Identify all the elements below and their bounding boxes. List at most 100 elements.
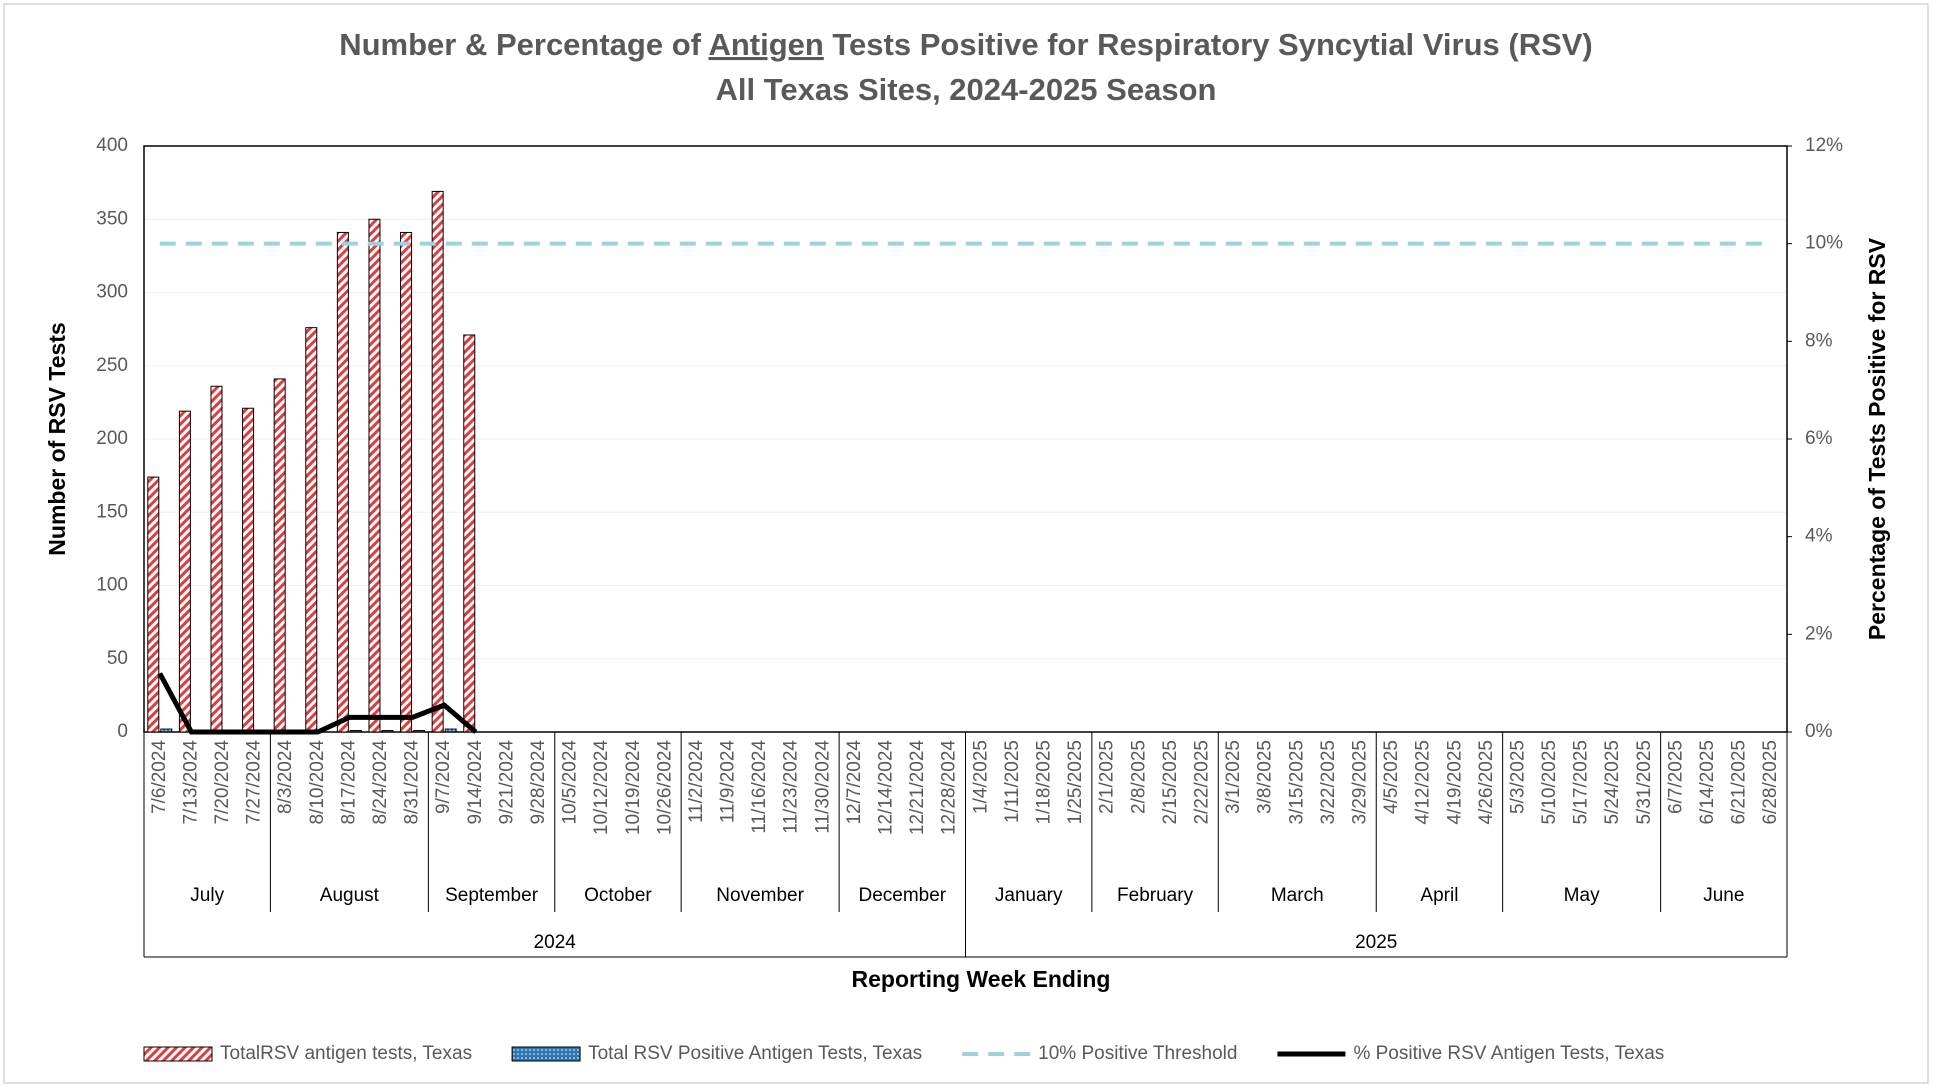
- x-tick-label: 7/13/2024: [180, 740, 201, 825]
- x-tick-label: 3/29/2025: [1349, 740, 1370, 825]
- y-tick-label: 300: [96, 282, 128, 303]
- x-tick-label: 9/21/2024: [496, 740, 517, 825]
- bar: [305, 327, 318, 733]
- title-part: Number & Percentage of: [339, 27, 708, 62]
- y-tick-label: 350: [96, 208, 128, 229]
- bar: [160, 728, 173, 733]
- x-tick-label: 11/23/2024: [781, 740, 802, 834]
- bar: [368, 218, 381, 733]
- chart-subtitle: All Texas Sites, 2024-2025 Season: [716, 72, 1217, 107]
- x-tick-label: 1/4/2025: [970, 740, 991, 814]
- bar: [381, 730, 394, 733]
- x-tick-label: 10/26/2024: [654, 740, 675, 836]
- x-tick-label: 10/12/2024: [591, 740, 612, 836]
- x-tick-label: 7/6/2024: [149, 740, 170, 814]
- bar: [463, 334, 476, 733]
- month-label: May: [1564, 885, 1600, 906]
- x-tick-label: 2/8/2025: [1128, 740, 1149, 814]
- x-tick-label: 3/8/2025: [1255, 740, 1276, 814]
- x-tick-label: 9/28/2024: [528, 740, 549, 825]
- legend-label: Total RSV Positive Antigen Tests, Texas: [588, 1043, 922, 1064]
- bar: [273, 378, 286, 733]
- x-tick-label: 10/5/2024: [560, 740, 581, 825]
- x-tick-label: 7/27/2024: [244, 740, 265, 825]
- x-tick-label: 5/3/2025: [1507, 740, 1528, 814]
- y-tick-label: 150: [96, 501, 128, 522]
- legend-label: TotalRSV antigen tests, Texas: [220, 1043, 472, 1064]
- bar: [336, 231, 349, 733]
- x-tick-label: 9/7/2024: [433, 740, 454, 814]
- y2-tick-label: 12%: [1805, 135, 1843, 156]
- x-tick-label: 8/17/2024: [338, 740, 359, 825]
- legend-swatch: [511, 1046, 581, 1062]
- y-tick-label: 50: [107, 648, 128, 669]
- x-tick-label: 4/12/2025: [1413, 740, 1434, 825]
- month-label: September: [445, 885, 539, 906]
- x-tick-label: 5/17/2025: [1571, 740, 1592, 825]
- x-tick-label: 6/7/2025: [1665, 740, 1686, 814]
- x-tick-label: 5/24/2025: [1602, 740, 1623, 825]
- bar: [242, 407, 255, 733]
- chart-title: Number & Percentage of Antigen Tests Pos…: [339, 27, 1593, 62]
- x-tick-label: 5/31/2025: [1634, 740, 1655, 825]
- x-tick-label: 6/21/2025: [1729, 740, 1750, 825]
- bar: [400, 231, 413, 733]
- bar: [210, 385, 223, 733]
- x-axis-title: Reporting Week Ending: [852, 966, 1111, 992]
- month-label: February: [1117, 885, 1194, 906]
- x-tick-label: 12/7/2024: [844, 740, 865, 825]
- x-tick-label: 6/28/2025: [1760, 740, 1781, 825]
- y-tick-label: 400: [96, 135, 128, 156]
- x-tick-label: 11/16/2024: [749, 740, 770, 834]
- y2-axis-title: Percentage of Tests Positive for RSV: [1864, 237, 1890, 640]
- month-label: July: [190, 885, 224, 906]
- bar: [431, 190, 444, 733]
- x-tick-label: 7/20/2024: [212, 740, 233, 825]
- month-label: August: [320, 885, 380, 906]
- bar: [147, 476, 160, 733]
- x-tick-label: 12/28/2024: [939, 740, 960, 836]
- legend-swatch: [143, 1046, 213, 1062]
- month-label: December: [858, 885, 946, 906]
- x-tick-label: 3/22/2025: [1318, 740, 1339, 825]
- x-tick-label: 8/24/2024: [370, 740, 391, 825]
- x-tick-label: 11/30/2024: [812, 740, 833, 834]
- line: [157, 672, 478, 735]
- x-tick-label: 4/19/2025: [1444, 740, 1465, 825]
- x-tick-label: 8/3/2024: [275, 740, 296, 814]
- x-tick-label: 11/9/2024: [718, 740, 739, 824]
- x-tick-label: 3/15/2025: [1286, 740, 1307, 825]
- x-tick-label: 4/5/2025: [1381, 740, 1402, 814]
- x-tick-label: 10/19/2024: [623, 740, 644, 836]
- x-tick-label: 1/18/2025: [1034, 740, 1055, 825]
- x-tick-label: 2/22/2025: [1191, 740, 1212, 825]
- chart-frame: [3, 3, 1929, 1084]
- y2-tick-label: 6%: [1805, 428, 1833, 449]
- y-tick-label: 100: [96, 575, 128, 596]
- x-tick-label: 1/25/2025: [1065, 740, 1086, 825]
- y-tick-label: 200: [96, 428, 128, 449]
- x-tick-label: 4/26/2025: [1476, 740, 1497, 825]
- x-tick-label: 5/10/2025: [1539, 740, 1560, 825]
- x-tick-label: 1/11/2025: [1002, 740, 1023, 823]
- y2-tick-label: 0%: [1805, 721, 1833, 742]
- y2-tick-label: 4%: [1805, 526, 1833, 547]
- month-label: March: [1271, 885, 1324, 906]
- x-tick-label: 11/2/2024: [686, 740, 707, 824]
- year-label: 2024: [534, 932, 577, 953]
- month-label: October: [584, 885, 652, 906]
- bar: [444, 728, 457, 733]
- legend-label: 10% Positive Threshold: [1038, 1043, 1237, 1064]
- x-tick-label: 6/14/2025: [1697, 740, 1718, 825]
- month-label: April: [1420, 885, 1458, 906]
- y2-tick-label: 2%: [1805, 623, 1833, 644]
- bar: [413, 730, 426, 733]
- legend-label: % Positive RSV Antigen Tests, Texas: [1353, 1043, 1664, 1064]
- y2-tick-label: 8%: [1805, 330, 1833, 351]
- y2-tick-label: 10%: [1805, 233, 1843, 254]
- x-tick-label: 3/1/2025: [1223, 740, 1244, 814]
- y-tick-label: 0: [117, 721, 128, 742]
- bar: [349, 730, 362, 733]
- y-tick-label: 250: [96, 355, 128, 376]
